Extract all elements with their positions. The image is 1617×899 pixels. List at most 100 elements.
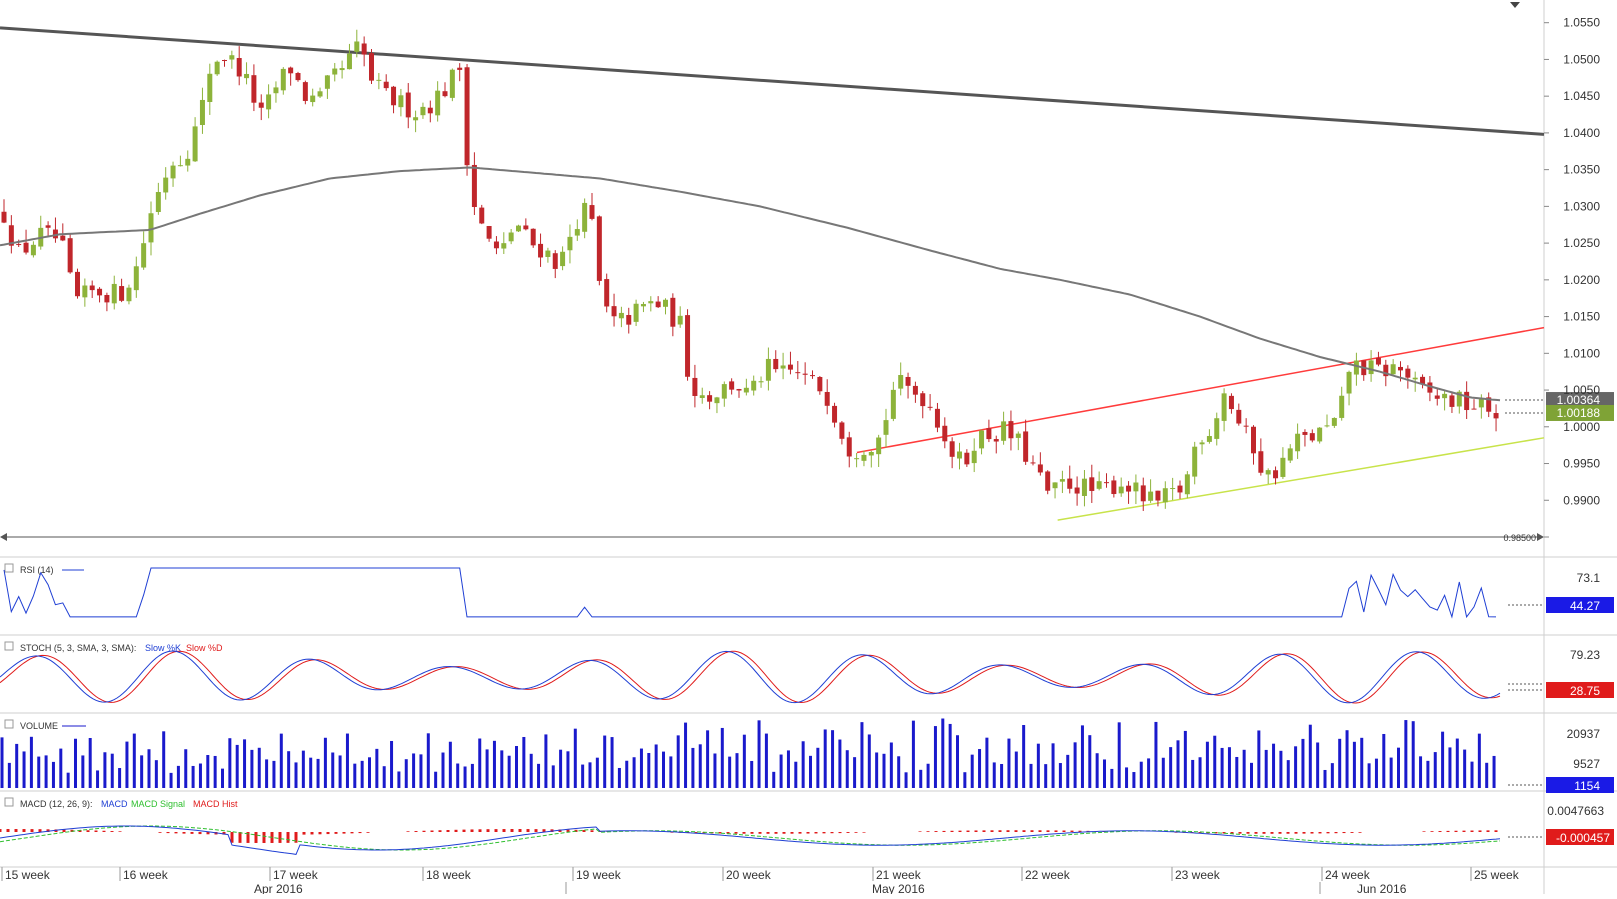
volume-bar	[1125, 767, 1129, 788]
candle-body	[302, 82, 308, 101]
candle-body	[1045, 471, 1051, 491]
week-label: 18 week	[426, 868, 472, 882]
candle-body	[1170, 488, 1176, 490]
ma-last-value: 1.00364	[1557, 393, 1601, 407]
candle-body	[802, 373, 808, 375]
candle-body	[743, 387, 749, 393]
rsi-close-box[interactable]	[4, 563, 14, 573]
volume-bar	[88, 738, 92, 788]
candle-body	[648, 301, 654, 304]
trendline-resistance	[0, 26, 1545, 136]
candle-body	[405, 92, 411, 118]
candle-body	[971, 450, 977, 464]
candle-body	[493, 241, 499, 249]
volume-tick-low: 9527	[1573, 757, 1600, 771]
volume-bar	[154, 760, 158, 788]
macd-hist-bar	[1438, 831, 1442, 832]
volume-bar	[206, 755, 210, 788]
candle-body	[457, 67, 463, 70]
volume-bar	[1330, 763, 1334, 788]
macd-hist-bar	[430, 830, 434, 832]
candle-body	[1383, 364, 1389, 377]
volume-bar	[801, 741, 805, 788]
volume-bar	[1257, 730, 1261, 788]
macd-hist-bar	[918, 831, 922, 832]
macd-close-box[interactable]	[4, 797, 14, 807]
volume-bar	[544, 734, 548, 788]
support-left-arrow-icon	[0, 533, 7, 541]
price-axis: 1.0550 1.0500 1.0450 1.0400 1.0350 1.0300 1.02…	[1544, 16, 1600, 538]
candle-body	[1030, 462, 1036, 464]
stoch-d-legend: Slow %D	[186, 643, 223, 653]
macd-hist-bar	[1078, 830, 1082, 832]
volume-bar	[904, 772, 908, 788]
volume-last-badge	[1546, 777, 1614, 793]
candle-body	[1324, 425, 1330, 427]
volume-bar	[860, 722, 864, 788]
candle-body	[126, 287, 132, 302]
volume-bar	[37, 756, 41, 788]
candle-body	[640, 304, 646, 307]
volume-bar	[595, 757, 599, 788]
candle-body	[369, 53, 374, 81]
macd-hist-bar	[0, 829, 2, 832]
macd-hist-bar	[822, 832, 826, 834]
last-price-value: 1.00188	[1557, 406, 1601, 420]
volume-bar	[1264, 749, 1268, 788]
macd-hist-bar	[830, 832, 834, 834]
candle-body	[1464, 391, 1470, 411]
candle-body	[876, 437, 882, 455]
macd-hist-bar	[774, 832, 778, 834]
rsi-last-badge	[1546, 597, 1614, 613]
volume-bar	[970, 754, 974, 788]
volume-bar	[1352, 741, 1356, 788]
week-label: 21 week	[876, 868, 922, 882]
candle-body	[163, 177, 169, 193]
macd-hist-bar	[350, 832, 354, 834]
macd-hist-bar	[1254, 832, 1258, 834]
volume-close-box[interactable]	[4, 719, 14, 729]
candle-body	[765, 358, 771, 381]
volume-bar	[882, 753, 886, 788]
volume-last-value: 1154	[1574, 779, 1600, 793]
candle-body	[1148, 491, 1154, 501]
candle-body	[97, 288, 103, 296]
volume-bar	[1036, 743, 1040, 788]
candle-body	[1243, 425, 1249, 427]
macd-hist-bar	[446, 830, 450, 832]
volume-bar	[29, 736, 33, 788]
candle-body	[413, 117, 419, 121]
candle-body	[82, 285, 88, 298]
macd-hist-bar	[1358, 832, 1362, 833]
price-tick-label: 1.0300	[1563, 199, 1600, 213]
volume-bar	[59, 748, 63, 788]
macd-hist-bar	[1198, 832, 1202, 834]
candle-body	[824, 391, 830, 406]
price-tick-label: 1.0100	[1563, 346, 1600, 360]
macd-hist-bar	[246, 832, 250, 843]
volume-bar	[390, 740, 394, 788]
volume-bar	[720, 727, 724, 788]
candle-body	[729, 381, 735, 390]
macd-hist-bar	[566, 829, 570, 832]
candle-body	[442, 91, 448, 97]
macd-last-badge	[1546, 829, 1614, 845]
stoch-close-box[interactable]	[4, 641, 14, 651]
stoch-tick: 79.23	[1570, 648, 1600, 662]
candle-body	[383, 81, 389, 89]
candle-body	[192, 126, 198, 162]
candle-body	[1192, 446, 1198, 477]
macd-hist-bar	[1446, 830, 1450, 832]
candle-body	[1059, 479, 1065, 482]
candle-body	[1001, 421, 1007, 441]
volume-bar	[750, 760, 754, 788]
collapse-arrow-icon[interactable]	[1510, 2, 1520, 8]
macd-hist-bar	[1478, 830, 1482, 832]
volume-bar	[500, 750, 504, 788]
volume-bar	[522, 736, 526, 788]
candle-body	[266, 94, 272, 110]
candle-body	[1442, 393, 1448, 399]
candle-body	[236, 58, 242, 77]
macd-tick: 0.0047663	[1547, 804, 1604, 818]
